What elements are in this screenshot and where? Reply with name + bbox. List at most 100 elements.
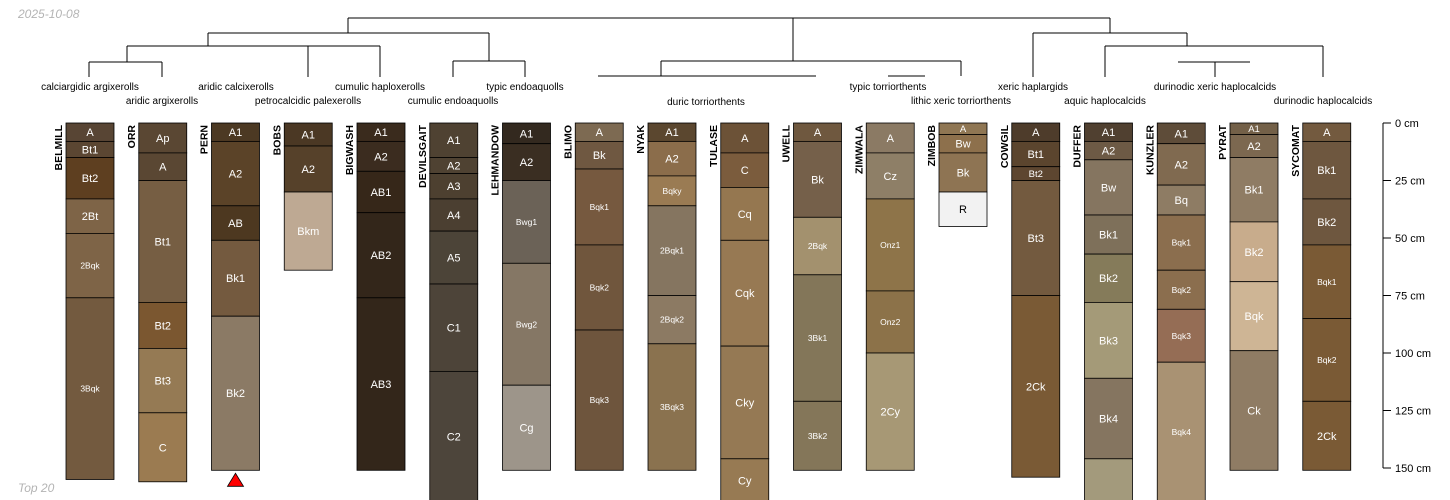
horizon bbox=[1084, 214, 1133, 255]
horizon bbox=[138, 180, 188, 303]
horizon bbox=[65, 198, 115, 234]
horizon bbox=[1156, 143, 1206, 186]
classification-label: durinodic xeric haplocalcids bbox=[1154, 82, 1276, 93]
horizon-label: C bbox=[741, 165, 749, 177]
profile: A Bk 2Bqk 3Bk1 3Bk2 UWELL bbox=[781, 122, 842, 471]
classification-label: typic torriorthents bbox=[850, 82, 927, 93]
classification-label: cumulic haploxerolls bbox=[335, 82, 425, 93]
horizon-label: A1 bbox=[1248, 124, 1260, 135]
horizon-label: Bk bbox=[811, 174, 824, 186]
depth-marker bbox=[226, 472, 245, 487]
horizon-label: Bt3 bbox=[154, 376, 171, 388]
horizon-label: 2Bqk2 bbox=[660, 315, 684, 325]
horizon bbox=[793, 216, 842, 276]
horizon bbox=[647, 175, 697, 207]
footer-label: Top 20 bbox=[18, 481, 55, 495]
axis-tick-label: 25 cm bbox=[1395, 176, 1425, 188]
horizon bbox=[938, 152, 988, 193]
horizon-label: A2 bbox=[520, 157, 533, 169]
horizon bbox=[574, 140, 624, 170]
horizon-label: Bk4 bbox=[1099, 414, 1118, 426]
axis-tick-label: 100 cm bbox=[1395, 348, 1431, 360]
horizon-label: A3 bbox=[447, 181, 460, 193]
horizon bbox=[356, 140, 406, 172]
classification-label: lithic xeric torriorthents bbox=[911, 96, 1011, 107]
profile-name: ZIMBOB bbox=[926, 125, 938, 167]
date-label: 2025-10-08 bbox=[18, 7, 80, 21]
horizon-label: Bqk2 bbox=[1317, 355, 1337, 365]
profile: A1 A2 Bkm BOBS bbox=[271, 122, 333, 271]
horizon bbox=[429, 173, 479, 200]
profile: A1 A2 AB1 AB2 AB3 BIGWASH bbox=[344, 122, 406, 471]
horizon-label: Ap bbox=[156, 133, 169, 145]
profile-name: PERN bbox=[199, 125, 211, 154]
axis-tick-label: 0 cm bbox=[1395, 118, 1419, 130]
horizon bbox=[502, 384, 551, 471]
horizon-label: Cq bbox=[738, 209, 752, 221]
horizon-label: A bbox=[960, 124, 967, 135]
horizon-label: AB2 bbox=[371, 250, 392, 262]
horizon bbox=[1084, 159, 1133, 216]
horizon-label: Bk bbox=[593, 150, 606, 162]
horizon-label: Bk2 bbox=[1317, 217, 1336, 229]
horizon-label: Bk2 bbox=[1099, 273, 1118, 285]
profile: A1 A2 AB Bk1 Bk2 PERN bbox=[199, 122, 260, 471]
horizon-label: A4 bbox=[447, 210, 460, 222]
profile-name: BELMILL bbox=[53, 124, 65, 170]
horizon-label: Bw bbox=[955, 139, 970, 151]
horizon bbox=[574, 244, 624, 331]
horizon-label: Bw bbox=[1101, 182, 1116, 194]
horizon-label: 3Bk2 bbox=[808, 431, 828, 441]
classification-label: aridic argixerolls bbox=[126, 96, 198, 107]
horizon-label: Cg bbox=[519, 423, 533, 435]
horizon-label: 2Bqk bbox=[808, 241, 828, 251]
profile-name: BIGWASH bbox=[344, 125, 356, 175]
horizon bbox=[502, 180, 551, 264]
profile: A1 A2 Bqky 2Bqk1 2Bqk2 3Bqk3 NYAK bbox=[635, 122, 697, 471]
horizon bbox=[1084, 377, 1133, 460]
horizon bbox=[720, 186, 770, 241]
horizon-label: Bqk2 bbox=[590, 283, 610, 293]
horizon-label: Bqk3 bbox=[590, 395, 610, 405]
horizon-label: C1 bbox=[447, 323, 461, 335]
horizon bbox=[283, 145, 333, 193]
horizon-label: Bk1 bbox=[1245, 185, 1264, 197]
horizon bbox=[356, 170, 406, 214]
horizon-label: 2Ck bbox=[1317, 431, 1337, 443]
horizon bbox=[65, 232, 115, 299]
horizon bbox=[647, 140, 697, 177]
horizon bbox=[138, 412, 188, 483]
horizon-label: 3Bk1 bbox=[808, 333, 828, 343]
horizon bbox=[429, 283, 479, 372]
horizon-label: A bbox=[887, 133, 895, 145]
horizon-label: AB1 bbox=[371, 187, 392, 199]
profile: Ap A Bt1 Bt2 Bt3 C ORR bbox=[126, 122, 188, 483]
horizon-label: A2 bbox=[665, 154, 678, 166]
horizon bbox=[1229, 350, 1279, 471]
horizon bbox=[865, 122, 915, 154]
profile: A Bt1 Bt2 2Bt 2Bqk 3Bqk BELMILL bbox=[53, 122, 115, 480]
horizon-label: A1 bbox=[1102, 127, 1115, 139]
horizon-label: Bqk4 bbox=[1172, 427, 1192, 437]
horizon-label: Bt1 bbox=[82, 144, 99, 156]
profile: A1 A2 Bwg1 Bwg2 Cg LEHMANDOW bbox=[490, 122, 551, 471]
horizon-label: A bbox=[814, 127, 822, 139]
profile-name: KUNZLER bbox=[1144, 125, 1156, 176]
horizon-label: A2 bbox=[1102, 146, 1115, 158]
horizon-label: 2Cy bbox=[880, 407, 900, 419]
classification-label: aquic haplocalcids bbox=[1064, 96, 1146, 107]
horizon-label: Bqky bbox=[663, 186, 683, 196]
profile-name: BOBS bbox=[271, 125, 283, 155]
horizon bbox=[720, 345, 770, 460]
horizon bbox=[865, 198, 915, 292]
horizon-label: Bk3 bbox=[1099, 335, 1118, 347]
profile: A Cz Onz1 Onz2 2Cy ZIMWALA bbox=[853, 122, 915, 471]
horizon-label: Bk bbox=[957, 167, 970, 179]
horizon-label: Cy bbox=[738, 475, 752, 487]
horizon-label: 2Bt bbox=[82, 211, 99, 223]
horizon bbox=[429, 198, 479, 232]
dendrogram bbox=[88, 17, 1324, 77]
horizon-label: A1 bbox=[665, 127, 678, 139]
horizon bbox=[65, 157, 115, 200]
